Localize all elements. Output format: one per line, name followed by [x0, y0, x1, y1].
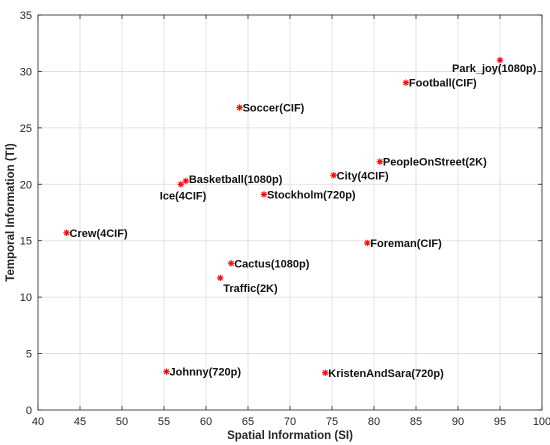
data-point: PeopleOnStreet(2K): [376, 157, 487, 169]
asterisk-marker-icon: [364, 239, 371, 247]
x-tick-label: 75: [326, 416, 338, 428]
point-label: Soccer(CIF): [243, 103, 305, 115]
point-label: Johnny(720p): [170, 367, 242, 379]
asterisk-marker-icon: [163, 368, 170, 375]
asterisk-marker-icon: [228, 260, 235, 267]
asterisk-marker-icon: [177, 181, 184, 188]
data-point: Johnny(720p): [163, 367, 241, 379]
x-tick-label: 60: [200, 416, 212, 428]
y-tick-label: 25: [20, 123, 32, 135]
x-tick-label: 80: [368, 416, 380, 428]
data-point: Traffic(2K): [217, 274, 278, 295]
asterisk-marker-icon: [330, 172, 337, 179]
x-tick-label: 50: [116, 416, 128, 428]
point-label: Park_joy(1080p): [452, 63, 537, 75]
y-tick-label: 20: [20, 179, 32, 191]
x-tick-label: 55: [158, 416, 170, 428]
asterisk-marker-icon: [260, 191, 268, 198]
asterisk-marker-icon: [63, 229, 70, 237]
point-label: Traffic(2K): [223, 283, 278, 295]
data-point: Ice(4CIF): [160, 181, 207, 202]
x-tick-label: 70: [284, 416, 296, 428]
point-label: Crew(4CIF): [70, 228, 128, 240]
x-tick-label: 85: [410, 416, 422, 428]
data-point: Football(CIF): [402, 78, 477, 90]
asterisk-marker-icon: [322, 369, 329, 376]
data-point: Stockholm(720p): [260, 189, 356, 201]
axis-ticks: 40 45 50 55 60 65 70 75 80 85 90 95 100 0 5 10 15 20 25 30 3…: [20, 10, 550, 428]
point-label: Football(CIF): [409, 78, 477, 90]
x-tick-label: 45: [74, 416, 86, 428]
data-point: Basketball(1080p): [182, 174, 283, 186]
point-label: Basketball(1080p): [189, 174, 283, 186]
y-tick-label: 15: [20, 236, 32, 248]
point-label: PeopleOnStreet(2K): [383, 157, 487, 169]
data-point: Crew(4CIF): [63, 228, 128, 240]
data-point: City(4CIF): [330, 170, 389, 182]
point-label: KristenAndSara(720p): [328, 368, 444, 380]
data-points: Park_joy(1080p) Football(CIF) Soccer(CIF) P…: [63, 56, 537, 380]
x-tick-label: 40: [32, 416, 44, 428]
point-label: Cactus(1080p): [234, 258, 310, 270]
asterisk-marker-icon: [376, 158, 384, 165]
asterisk-marker-icon: [236, 104, 243, 111]
data-point: Soccer(CIF): [236, 103, 305, 115]
point-label: City(4CIF): [337, 170, 389, 182]
point-label: Stockholm(720p): [267, 189, 356, 201]
y-tick-label: 5: [26, 349, 32, 361]
point-label: Foreman(CIF): [370, 238, 442, 250]
data-point: Cactus(1080p): [228, 258, 310, 270]
y-tick-label: 30: [20, 66, 32, 78]
x-tick-label: 90: [452, 416, 464, 428]
y-axis-title: Temporal Information (TI): [5, 143, 17, 282]
y-tick-label: 35: [20, 10, 32, 22]
data-point: KristenAndSara(720p): [322, 368, 444, 380]
y-tick-label: 10: [20, 292, 32, 304]
asterisk-marker-icon: [182, 177, 190, 185]
x-tick-label: 95: [494, 416, 506, 428]
data-point: Foreman(CIF): [364, 238, 442, 250]
x-tick-label: 65: [242, 416, 254, 428]
asterisk-marker-icon: [402, 79, 410, 86]
x-axis-title: Spatial Information (SI): [227, 430, 353, 442]
data-point: Park_joy(1080p): [452, 56, 537, 75]
asterisk-marker-icon: [217, 274, 224, 282]
x-tick-label: 100: [533, 416, 550, 428]
point-label: Ice(4CIF): [160, 190, 207, 202]
y-tick-label: 0: [26, 405, 32, 417]
asterisk-marker-icon: [496, 56, 504, 64]
